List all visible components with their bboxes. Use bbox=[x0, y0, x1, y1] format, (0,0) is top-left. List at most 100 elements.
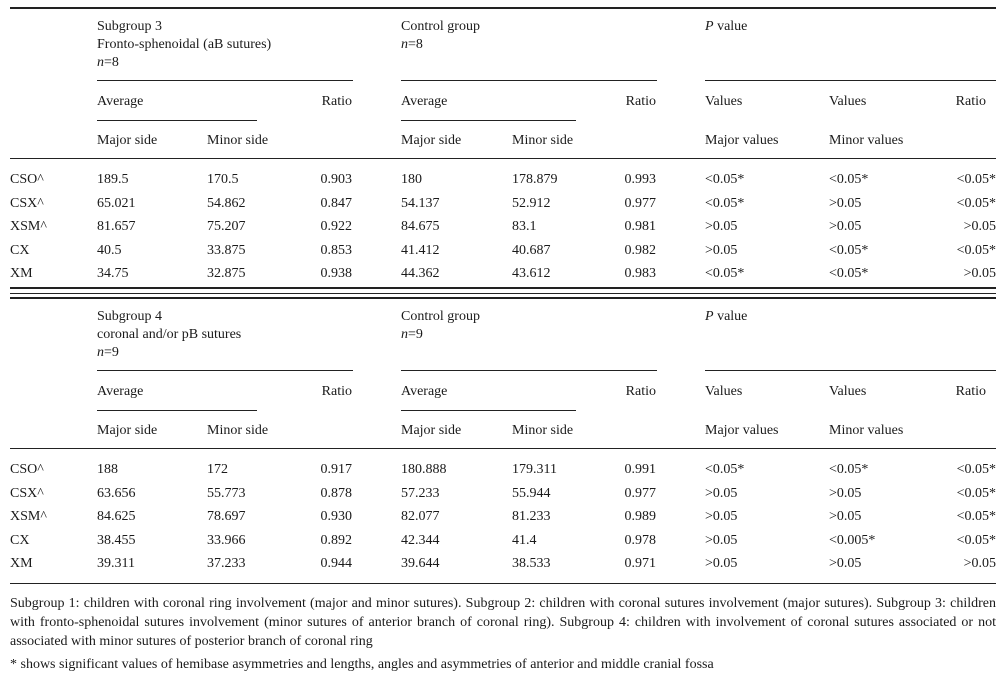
table2-cell: 63.656 bbox=[97, 486, 136, 501]
table1-cell: 189.5 bbox=[97, 172, 129, 187]
table1-avg-header: Average bbox=[97, 94, 144, 109]
table2-cell: <0.05* bbox=[705, 462, 745, 477]
table1-cell: 84.675 bbox=[401, 219, 440, 234]
table1-cell: 0.982 bbox=[624, 243, 657, 258]
table2-cell: 172 bbox=[207, 462, 228, 477]
table2-cell: 57.233 bbox=[401, 486, 440, 501]
table2-subgroup-n: n=9 bbox=[97, 344, 119, 361]
table1-cell: >0.05 bbox=[829, 196, 862, 211]
footnote-significance: * shows significant values of hemibase a… bbox=[10, 657, 714, 672]
table2-subgroup-rule bbox=[97, 370, 353, 371]
table2-cell: 33.966 bbox=[207, 533, 246, 548]
table2-pvalue-title: P value bbox=[705, 308, 747, 325]
table2-row-label: CX bbox=[10, 533, 30, 548]
table1-control-ratio-header: Ratio bbox=[625, 94, 656, 109]
footnote-subgroups: Subgroup 1: children with coronal ring i… bbox=[10, 596, 996, 649]
table2-cell: <0.05* bbox=[956, 533, 996, 548]
table2-cell: >0.05 bbox=[705, 486, 738, 501]
table1-header-rule bbox=[10, 158, 996, 159]
table1-major-values-header: Major values bbox=[705, 133, 779, 148]
table1-cell: 75.207 bbox=[207, 219, 246, 234]
table2-row-label: XSM^ bbox=[10, 509, 47, 524]
table2-cell: 38.455 bbox=[97, 533, 136, 548]
table1-bottom-rule bbox=[10, 293, 996, 294]
table1-control-n: n=8 bbox=[401, 36, 423, 53]
table1-cell: 52.912 bbox=[512, 196, 551, 211]
table1-cell: 54.137 bbox=[401, 196, 440, 211]
table2-cell: 188 bbox=[97, 462, 118, 477]
table2-cell: >0.05 bbox=[963, 556, 996, 571]
table1-row-label: XSM^ bbox=[10, 219, 47, 234]
table2-cell: 0.917 bbox=[320, 462, 353, 477]
table2-cell: 41.4 bbox=[512, 533, 537, 548]
table1-cell: <0.05* bbox=[956, 196, 996, 211]
table1-cell: <0.05* bbox=[829, 266, 869, 281]
table2-subgroup-n-value: =9 bbox=[104, 345, 119, 360]
table2-values-major-header: Values bbox=[705, 384, 743, 399]
table1-pvalue-title: P value bbox=[705, 18, 747, 35]
table1-row-label: XM bbox=[10, 266, 33, 281]
table1-control-avg-header: Average bbox=[401, 94, 448, 109]
table1-avg-rule bbox=[97, 120, 257, 121]
table2-control-major-side-header: Major side bbox=[401, 423, 462, 438]
table1-cell: 0.981 bbox=[624, 219, 657, 234]
table1-cell: <0.05* bbox=[829, 243, 869, 258]
table2-row-label: CSO^ bbox=[10, 462, 44, 477]
table1-row-label: CX bbox=[10, 243, 30, 258]
table2-cell: 84.625 bbox=[97, 509, 136, 524]
table2-cell: 42.344 bbox=[401, 533, 440, 548]
table1-cell: >0.05 bbox=[705, 243, 738, 258]
table1-values-major-header: Values bbox=[705, 94, 743, 109]
table2-cell: <0.05* bbox=[829, 462, 869, 477]
table1-cell: 44.362 bbox=[401, 266, 440, 281]
table1-cell: 54.862 bbox=[207, 196, 246, 211]
table2-cell: >0.05 bbox=[829, 509, 862, 524]
table1-cell: >0.05 bbox=[829, 219, 862, 234]
table2-control-n: n=9 bbox=[401, 326, 423, 343]
table1-cell: 40.687 bbox=[512, 243, 551, 258]
table1-top-rule bbox=[10, 7, 996, 9]
table1-cell: <0.05* bbox=[829, 172, 869, 187]
table1-cell: <0.05* bbox=[705, 196, 745, 211]
table1-cell: 41.412 bbox=[401, 243, 440, 258]
table1-control-major-side-header: Major side bbox=[401, 133, 462, 148]
table1-row-label: CSX^ bbox=[10, 196, 44, 211]
table2-cell: 82.077 bbox=[401, 509, 440, 524]
table2-cell: 0.989 bbox=[624, 509, 657, 524]
table1-pvalue-ratio-header: Ratio bbox=[955, 94, 986, 109]
table2-header-rule bbox=[10, 448, 996, 449]
table2-cell: 39.644 bbox=[401, 556, 440, 571]
table2-cell: <0.05* bbox=[956, 486, 996, 501]
table2-row-label: XM bbox=[10, 556, 33, 571]
table1-cell: 0.853 bbox=[320, 243, 353, 258]
table2-row-label: CSX^ bbox=[10, 486, 44, 501]
table1-row-label: CSO^ bbox=[10, 172, 44, 187]
table1-minor-side-header: Minor side bbox=[207, 133, 269, 148]
table1-subgroup-n-value: =8 bbox=[104, 55, 119, 70]
table1-cell: <0.05* bbox=[705, 266, 745, 281]
table1-cell: >0.05 bbox=[705, 219, 738, 234]
table1-subgroup-rule bbox=[97, 80, 353, 81]
table2-pvalue-rule bbox=[705, 370, 996, 371]
table1-control-avg-rule bbox=[401, 120, 576, 121]
table2-control-ratio-header: Ratio bbox=[625, 384, 656, 399]
table2-pvalue-ratio-header: Ratio bbox=[955, 384, 986, 399]
table2-subgroup-n-label: n bbox=[97, 345, 104, 360]
table2-avg-rule bbox=[97, 410, 257, 411]
table2-pvalue-label: value bbox=[713, 309, 748, 324]
table1-cell: 0.922 bbox=[320, 219, 353, 234]
table2-cell: 0.892 bbox=[320, 533, 353, 548]
table1-cell: <0.05* bbox=[705, 172, 745, 187]
table2-cell: 0.991 bbox=[624, 462, 657, 477]
table2-cell: >0.05 bbox=[829, 486, 862, 501]
table1-cell: 32.875 bbox=[207, 266, 246, 281]
table2-subgroup-subtitle: coronal and/or pB sutures bbox=[97, 327, 242, 342]
table2-ratio-header: Ratio bbox=[321, 384, 352, 399]
table2-cell: >0.05 bbox=[705, 533, 738, 548]
table2-control-avg-rule bbox=[401, 410, 576, 411]
table2-cell: 179.311 bbox=[512, 462, 557, 477]
table1-cell: <0.05* bbox=[956, 172, 996, 187]
table2-control-rule bbox=[401, 370, 657, 371]
table2-cell: 55.773 bbox=[207, 486, 246, 501]
table2-major-values-header: Major values bbox=[705, 423, 779, 438]
